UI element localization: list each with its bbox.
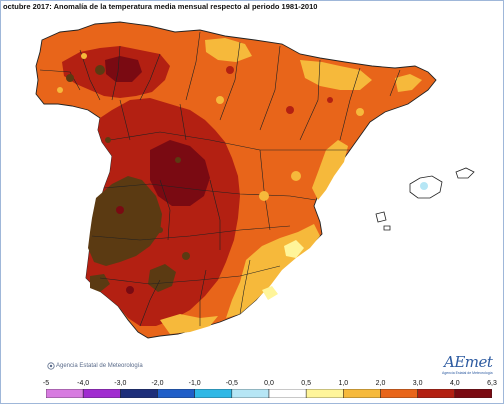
province-borders [39,31,401,327]
legend-swatch [231,389,270,398]
region-light-orange-north [300,60,372,90]
map-title: octubre 2017: Anomalía de la temperatura… [3,2,318,11]
region-pale-yellow-murcia [284,240,304,258]
legend-tick-label: 0,5 [301,380,312,387]
legend-tick-label: 1,0 [338,380,349,387]
region-brown-extremadura [88,176,162,266]
anomaly-spots [57,53,364,294]
region-brown-south [148,264,176,292]
legend-tick-label: 4,0 [449,380,460,387]
legend-swatch [268,389,307,398]
color-legend [46,389,492,398]
legend-swatch [417,389,456,398]
legend-tick-label: 2,0 [375,380,386,387]
legend-swatch [194,389,233,398]
region-light-orange-valencia [312,140,348,200]
legend-tick-label: -1,0 [188,380,201,387]
region-maroon-north [105,56,142,82]
agency-icon [47,362,55,370]
ibiza-island [375,211,387,223]
region-light-orange-cat [395,74,422,92]
legend-swatch [380,389,418,398]
legend-swatch [343,389,381,398]
legend-swatch [157,389,195,398]
region-pale-yellow-coast [262,286,278,300]
legend-swatch [120,389,158,398]
legend-tick-label: 6,3 [487,380,497,387]
mallorca-spot [420,182,428,190]
region-light-orange-cant [205,38,252,62]
anomaly-map [35,21,475,339]
logo-text: AEmet [444,353,493,371]
legend-tick-label: -4,0 [77,380,90,387]
legend-tick-label: -5 [42,380,50,387]
legend-swatch [82,389,121,398]
legend-tick-label: -0,5 [225,380,238,387]
legend-tick-label: -3,0 [114,380,127,387]
legend-tick-label: 3,0 [412,380,423,387]
aemet-logo: AEmet Agencia Estatal de Meteorología [436,350,493,380]
legend-tick-label: 0,0 [264,380,274,387]
logo-subtitle: Agencia Estatal de Meteorología [442,371,493,375]
region-dark-red-west [86,98,240,326]
legend-swatch [454,389,492,398]
legend-swatch [46,389,84,398]
legend-tick-label: -2,0 [151,380,164,387]
region-light-orange-coast [160,314,218,334]
legend-swatch [305,389,344,398]
legend-ticks: -5 -4,0 -3,0 -2,0 -1,0 -0,5 0,0 0,5 1,0 2,0 3,0 4,0… [0,380,504,390]
formentera-island [383,225,391,231]
menorca-island [455,167,475,179]
agency-name: Agencia Estatal de Meteorología [56,363,143,369]
